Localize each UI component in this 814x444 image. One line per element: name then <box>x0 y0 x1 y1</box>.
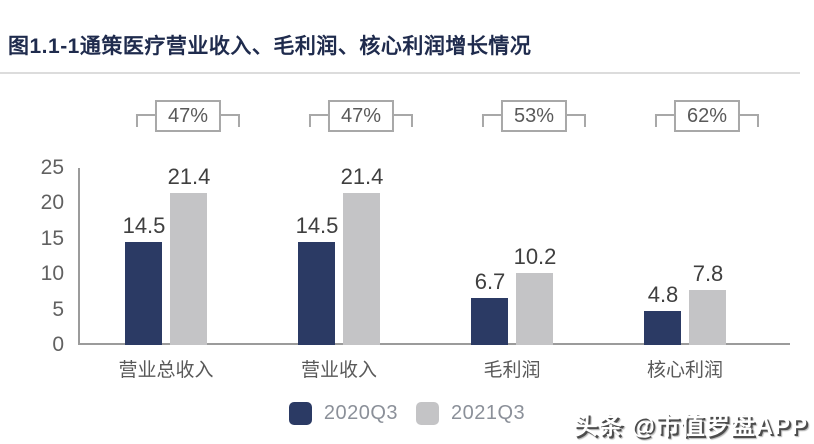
bar-2021q3 <box>689 290 726 345</box>
legend-label: 2020Q3 <box>323 402 398 424</box>
bar-2020q3 <box>125 242 162 345</box>
value-label: 14.5 <box>122 213 166 238</box>
y-axis-tick: 5 <box>52 298 64 321</box>
growth-label: 47% <box>154 100 222 132</box>
y-axis-tick: 0 <box>52 333 64 356</box>
category-label: 营业收入 <box>300 360 377 381</box>
growth-bracket: 47% <box>308 100 414 132</box>
bar-2020q3 <box>644 311 681 345</box>
growth-label: 53% <box>500 100 568 132</box>
bracket-left-wing <box>654 114 674 127</box>
category-label: 毛利润 <box>483 360 541 381</box>
value-label: 21.4 <box>340 164 384 189</box>
bracket-right-wing <box>221 114 241 127</box>
legend-item-2020q3: 2020Q3 <box>288 402 398 425</box>
category-label: 核心利润 <box>646 360 723 381</box>
y-axis-tick: 20 <box>40 191 64 214</box>
value-label: 7.8 <box>692 261 724 286</box>
bracket-right-wing <box>394 114 414 127</box>
figure-title: 图1.1-1通策医疗营业收入、毛利润、核心利润增长情况 <box>8 35 532 58</box>
axis-lines <box>78 168 790 345</box>
bracket-right-wing <box>567 114 587 127</box>
value-label: 10.2 <box>513 244 557 269</box>
bar-2021q3 <box>170 193 207 345</box>
y-axis-tick: 10 <box>40 262 64 285</box>
growth-bracket: 47% <box>135 100 241 132</box>
legend-item-2021q3: 2021Q3 <box>416 402 525 425</box>
legend-swatch <box>416 402 439 425</box>
y-axis-tick: 25 <box>40 156 64 179</box>
value-label: 14.5 <box>295 213 339 238</box>
value-label: 6.7 <box>474 269 506 294</box>
bar-2021q3 <box>516 273 553 345</box>
bar-2021q3 <box>343 193 380 345</box>
bar-2020q3 <box>471 298 508 345</box>
y-axis-tick: 15 <box>40 227 64 250</box>
bracket-right-wing <box>740 114 760 127</box>
category-label: 营业总收入 <box>118 360 214 381</box>
watermark-toutiao: 头条 @市值罗盘APP <box>573 413 808 440</box>
bracket-left-wing <box>481 114 501 127</box>
legend-swatch <box>288 402 312 425</box>
growth-bracket: 62% <box>654 100 760 132</box>
chart-legend: 2020Q3 2021Q3 <box>0 402 814 425</box>
bracket-left-wing <box>308 114 328 127</box>
legend-label: 2021Q3 <box>451 402 526 424</box>
bar-2020q3 <box>298 242 335 345</box>
growth-label: 62% <box>673 100 741 132</box>
value-label: 21.4 <box>167 164 211 189</box>
growth-label: 47% <box>327 100 395 132</box>
bracket-left-wing <box>135 114 155 127</box>
title-divider <box>0 72 800 74</box>
growth-bracket: 53% <box>481 100 587 132</box>
value-label: 4.8 <box>647 282 679 307</box>
